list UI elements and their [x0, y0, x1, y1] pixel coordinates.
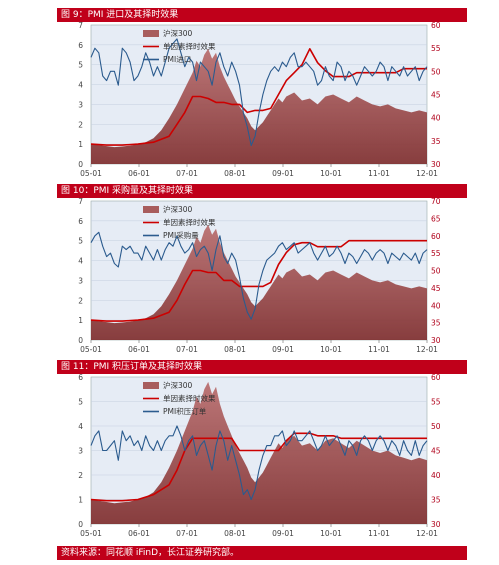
chart-3-title: 图 11：PMI 积压订单及其择时效果 [57, 360, 467, 374]
y-left-tick-label: 7 [78, 22, 83, 30]
x-tick-label: 06-01 [128, 345, 150, 354]
y-right-tick-label: 30 [431, 520, 441, 529]
legend-swatch-hs300 [143, 30, 159, 37]
y-right-tick-label: 65 [431, 214, 441, 223]
y-left-tick-label: 4 [78, 422, 83, 431]
legend-swatch-hs300 [143, 382, 159, 389]
legend-label: 沪深300 [163, 204, 193, 214]
legend-label: PMI采购量 [163, 230, 199, 240]
y-right-tick-label: 60 [431, 374, 441, 382]
y-left-tick-label: 5 [78, 398, 83, 407]
y-right-tick-label: 50 [431, 67, 441, 76]
y-right-tick-label: 50 [431, 267, 441, 276]
y-left-tick-label: 5 [78, 61, 83, 70]
y-right-tick-label: 40 [431, 301, 441, 310]
x-tick-label: 11-01 [368, 345, 390, 354]
y-left-tick-label: 4 [78, 81, 83, 90]
y-left-tick-label: 3 [78, 100, 83, 109]
series-hs300-area [91, 48, 427, 164]
y-right-tick-label: 55 [431, 398, 441, 407]
x-tick-label: 09-01 [272, 169, 294, 178]
x-tick-label: 08-01 [224, 169, 246, 178]
x-tick-label: 11-01 [368, 169, 390, 178]
series-signal-line [90, 239, 427, 322]
y-left-tick-label: 1 [78, 496, 83, 505]
y-right-tick-label: 50 [431, 422, 441, 431]
x-tick-label: 05-01 [80, 345, 102, 354]
y-left-tick-label: 7 [78, 198, 83, 206]
chart-2-title: 图 10：PMI 采购量及其择时效果 [57, 184, 467, 198]
legend-label: 单因素择时效果 [163, 41, 216, 51]
x-tick-label: 10-01 [320, 345, 342, 354]
y-right-tick-label: 45 [431, 91, 441, 100]
legend-swatch-hs300 [143, 206, 159, 213]
y-left-tick-label: 2 [78, 296, 83, 305]
legend-label: 沪深300 [163, 28, 193, 38]
series-signal-line [90, 47, 427, 146]
series-hs300-area [91, 224, 427, 340]
y-right-tick-label: 45 [431, 284, 441, 293]
y-right-tick-label: 40 [431, 471, 441, 480]
y-left-tick-label: 1 [78, 316, 83, 325]
y-right-tick-label: 55 [431, 249, 441, 258]
x-tick-label: 06-01 [128, 529, 150, 538]
y-right-tick-label: 30 [431, 160, 441, 169]
chart-1-title: 图 9：PMI 进口及其择时效果 [57, 8, 467, 22]
legend-label: 单因素择时效果 [163, 217, 216, 227]
y-right-tick-label: 35 [431, 496, 441, 505]
legend-label: 单因素择时效果 [163, 393, 216, 403]
legend-label: PMI进口 [163, 55, 191, 64]
y-left-tick-label: 6 [78, 217, 83, 226]
y-left-tick-label: 1 [78, 140, 83, 149]
x-tick-label: 08-01 [224, 345, 246, 354]
x-tick-label: 05-01 [80, 169, 102, 178]
series-pmi-line [90, 38, 428, 147]
x-tick-label: 09-01 [272, 345, 294, 354]
y-right-tick-label: 40 [431, 114, 441, 123]
x-tick-label: 09-01 [272, 529, 294, 538]
legend-label: PMI积压订单 [163, 406, 207, 416]
x-tick-label: 11-01 [368, 529, 390, 538]
y-left-tick-label: 2 [78, 120, 83, 129]
legend-label: 沪深300 [163, 380, 193, 390]
x-tick-label: 10-01 [320, 169, 342, 178]
series-pmi-line [90, 231, 428, 320]
series-pmi-line [90, 425, 428, 501]
y-left-tick-label: 0 [78, 336, 83, 345]
x-tick-label: 07-01 [176, 345, 198, 354]
x-tick-label: 05-01 [80, 529, 102, 538]
x-tick-label: 10-01 [320, 529, 342, 538]
y-left-tick-label: 4 [78, 257, 83, 266]
x-tick-label: 07-01 [176, 529, 198, 538]
y-right-tick-label: 60 [431, 232, 441, 241]
y-right-tick-label: 35 [431, 137, 441, 146]
y-left-tick-label: 3 [78, 447, 83, 456]
y-left-tick-label: 3 [78, 276, 83, 285]
y-left-tick-label: 6 [78, 41, 83, 50]
source-note: 资料来源：同花顺 iFinD，长江证券研究部。 [57, 546, 467, 560]
y-left-tick-label: 6 [78, 374, 83, 382]
y-right-tick-label: 30 [431, 336, 441, 345]
y-right-tick-label: 55 [431, 44, 441, 53]
x-tick-label: 12-01 [416, 529, 438, 538]
y-left-tick-label: 2 [78, 471, 83, 480]
y-left-tick-label: 0 [78, 520, 83, 529]
y-left-tick-label: 0 [78, 160, 83, 169]
x-tick-label: 12-01 [416, 345, 438, 354]
series-hs300-area [91, 381, 427, 524]
x-tick-label: 06-01 [128, 169, 150, 178]
y-right-tick-label: 60 [431, 22, 441, 30]
x-tick-label: 07-01 [176, 169, 198, 178]
x-tick-label: 08-01 [224, 529, 246, 538]
y-right-tick-label: 70 [431, 198, 441, 206]
x-tick-label: 12-01 [416, 169, 438, 178]
y-right-tick-label: 45 [431, 447, 441, 456]
y-left-tick-label: 5 [78, 237, 83, 246]
y-right-tick-label: 35 [431, 319, 441, 328]
